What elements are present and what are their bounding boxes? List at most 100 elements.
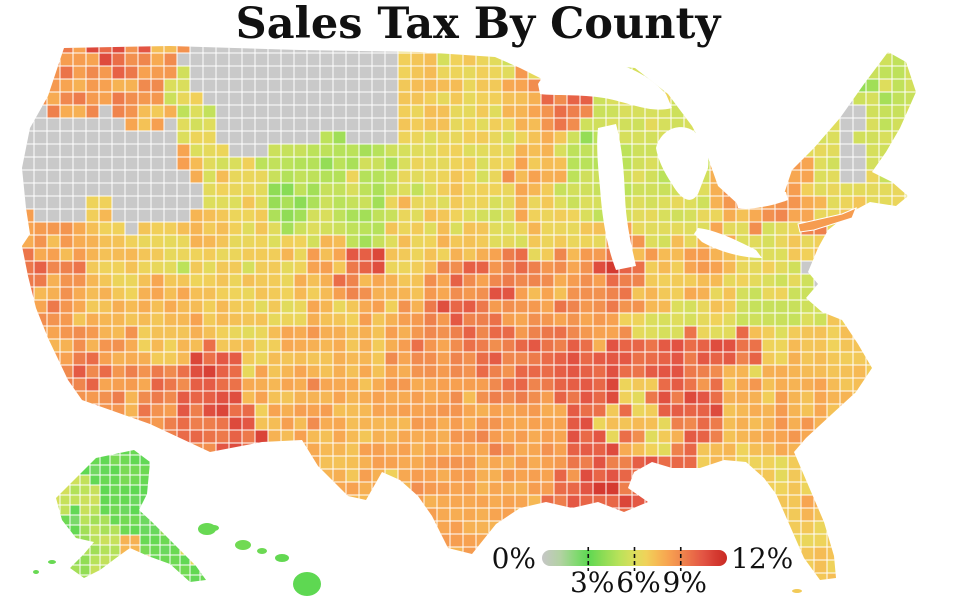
county-cell: [241, 117, 256, 132]
county-cell: [306, 273, 321, 288]
county-cell: [410, 494, 425, 509]
county-cell: [449, 65, 464, 80]
county-cell: [137, 234, 152, 249]
county-cell: [918, 157, 931, 170]
county-cell: [852, 156, 867, 171]
county-cell: [410, 52, 425, 67]
county-cell: [89, 514, 101, 526]
county-cell: [254, 299, 269, 314]
county-cell: [528, 586, 541, 599]
county-cell: [89, 464, 101, 476]
county-cell: [199, 464, 206, 476]
county-cell: [813, 234, 828, 249]
county-cell: [891, 143, 906, 158]
county-cell: [423, 338, 438, 353]
county-cell: [22, 390, 35, 405]
county-cell: [722, 520, 737, 535]
county-cell: [827, 586, 840, 599]
county-cell: [50, 585, 60, 595]
county-cell: [670, 338, 685, 353]
county-cell: [22, 507, 35, 522]
county-cell: [553, 325, 568, 340]
county-cell: [79, 494, 91, 506]
county-cell: [514, 91, 529, 106]
county-cell: [748, 156, 763, 171]
county-cell: [657, 507, 672, 522]
county-cell: [944, 443, 957, 456]
county-cell: [345, 351, 360, 366]
county-cell: [98, 91, 113, 106]
county-cell: [852, 494, 867, 509]
county-cell: [618, 104, 633, 119]
county-cell: [22, 52, 35, 67]
county-cell: [202, 455, 217, 470]
county-cell: [85, 351, 100, 366]
county-cell: [918, 521, 931, 534]
county-cell: [398, 586, 411, 599]
county-cell: [501, 260, 516, 275]
county-cell: [618, 507, 633, 522]
county-cell: [332, 117, 347, 132]
county-cell: [159, 514, 171, 526]
county-cell: [8, 261, 21, 274]
county-cell: [190, 585, 200, 595]
county-cell: [709, 416, 724, 431]
county-cell: [931, 534, 944, 547]
county-cell: [631, 429, 646, 444]
county-cell: [179, 504, 191, 516]
county-cell: [139, 524, 151, 536]
county-cell: [735, 338, 750, 353]
county-cell: [202, 364, 217, 379]
county-cell: [944, 105, 957, 118]
county-cell: [397, 117, 412, 132]
county-cell: [332, 234, 347, 249]
county-cell: [150, 559, 165, 574]
county-cell: [79, 454, 91, 466]
county-cell: [449, 130, 464, 145]
county-cell: [748, 416, 763, 431]
county-cell: [774, 325, 789, 340]
county-cell: [644, 65, 659, 80]
county-cell: [865, 104, 880, 119]
county-cell: [488, 273, 503, 288]
county-cell: [449, 559, 464, 574]
county-cell: [449, 338, 464, 353]
county-cell: [98, 273, 113, 288]
county-cell: [202, 559, 217, 574]
county-cell: [358, 234, 373, 249]
county-cell: [345, 247, 360, 262]
county-cell: [241, 130, 256, 145]
county-cell: [46, 442, 61, 457]
county-cell: [865, 130, 880, 145]
county-cell: [709, 117, 724, 132]
county-cell: [579, 234, 594, 249]
county-cell: [514, 390, 529, 405]
county-cell: [410, 481, 425, 496]
county-cell: [488, 52, 503, 67]
county-cell: [931, 352, 944, 365]
county-cell: [475, 572, 490, 580]
county-cell: [112, 586, 125, 599]
county-cell: [139, 504, 151, 516]
county-cell: [199, 544, 206, 556]
county-cell: [931, 495, 944, 508]
county-cell: [722, 260, 737, 275]
county-cell: [852, 364, 867, 379]
county-cell: [475, 507, 490, 522]
county-cell: [85, 403, 100, 418]
county-cell: [540, 117, 555, 132]
county-cell: [124, 182, 139, 197]
county-cell: [852, 273, 867, 288]
county-cell: [332, 481, 347, 496]
county-cell: [449, 377, 464, 392]
county-cell: [592, 351, 607, 366]
county-cell: [371, 520, 386, 535]
county-cell: [592, 364, 607, 379]
lake-superior: [538, 59, 672, 110]
county-cell: [176, 117, 191, 132]
county-cell: [904, 481, 916, 496]
county-cell: [267, 312, 282, 327]
county-cell: [228, 494, 243, 509]
county-cell: [215, 481, 230, 496]
county-cell: [748, 507, 763, 522]
